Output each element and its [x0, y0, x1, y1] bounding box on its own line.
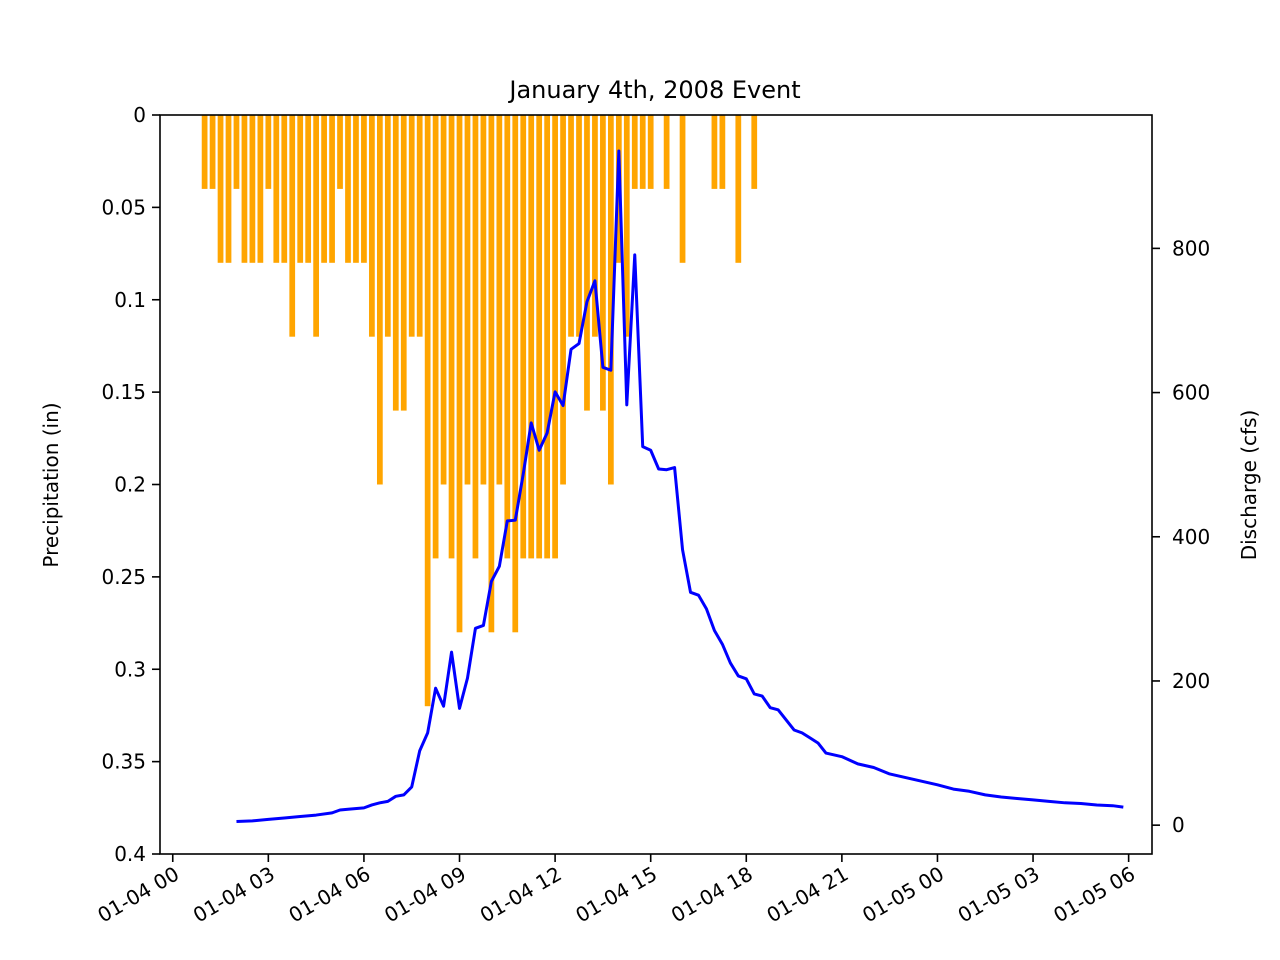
precipitation-bar — [631, 115, 638, 189]
right-axis-title: Discharge (cfs) — [1237, 410, 1261, 561]
precipitation-bars — [201, 115, 758, 707]
left-y-tick-label: 0.3 — [114, 657, 146, 681]
right-y-tick-label: 400 — [1172, 525, 1210, 549]
precipitation-bar — [528, 115, 535, 559]
precipitation-bar — [345, 115, 351, 263]
precipitation-bar — [321, 115, 327, 263]
right-y-axis: 0 200 400 600 800 — [1152, 236, 1210, 837]
precipitation-bar — [496, 115, 503, 485]
precipitation-bar — [265, 115, 272, 189]
left-y-tick-label: 0.4 — [114, 842, 146, 866]
precipitation-bar — [353, 115, 359, 263]
precipitation-bar — [257, 115, 264, 263]
precipitation-bar — [560, 115, 566, 485]
precipitation-bar — [233, 115, 240, 189]
precipitation-bar — [400, 115, 407, 411]
precipitation-bar — [408, 115, 415, 337]
precipitation-bar — [440, 115, 447, 485]
precipitation-bar — [719, 115, 726, 189]
precipitation-bar — [512, 115, 519, 633]
precipitation-bar — [607, 115, 614, 485]
precipitation-bar — [289, 115, 296, 337]
right-y-tick-label: 800 — [1172, 236, 1210, 260]
precipitation-bar — [337, 115, 343, 189]
left-y-axis: 0 0.05 0.1 0.15 0.2 0.25 0.3 0.35 0.4 — [101, 103, 160, 866]
precipitation-bar — [281, 115, 288, 263]
left-y-tick-label: 0 — [133, 103, 146, 127]
precipitation-bar — [592, 115, 598, 337]
precipitation-bar — [536, 115, 543, 559]
discharge-line-layer — [236, 149, 1124, 824]
precipitation-bar — [424, 115, 431, 707]
precipitation-bar — [464, 115, 471, 485]
precipitation-bar — [217, 115, 224, 263]
precipitation-bar — [241, 115, 248, 263]
precipitation-bar — [225, 115, 232, 263]
precipitation-bar — [544, 115, 551, 559]
right-y-tick-label: 200 — [1172, 669, 1210, 693]
precipitation-bar — [751, 115, 758, 189]
precipitation-bar — [576, 115, 582, 337]
precipitation-bar — [329, 115, 335, 263]
precipitation-bar — [369, 115, 375, 337]
left-y-tick-label: 0.25 — [101, 565, 146, 589]
precipitation-bar — [209, 115, 216, 189]
right-y-tick-label: 600 — [1172, 381, 1210, 405]
precipitation-bar — [392, 115, 399, 411]
precipitation-bar — [488, 115, 495, 633]
precipitation-bar — [432, 115, 439, 559]
precipitation-bar — [679, 115, 686, 263]
precipitation-bar — [647, 115, 654, 189]
precipitation-bar — [623, 115, 630, 337]
precipitation-bar — [416, 115, 423, 337]
precipitation-bar — [201, 115, 208, 189]
precipitation-bar — [735, 115, 742, 263]
precipitation-bar — [472, 115, 479, 559]
left-y-tick-label: 0.35 — [101, 750, 146, 774]
precipitation-bar — [249, 115, 256, 263]
precipitation-bar — [376, 115, 383, 485]
precipitation-bar — [600, 115, 606, 411]
precipitation-bar — [584, 115, 590, 411]
left-y-tick-label: 0.1 — [114, 288, 146, 312]
precipitation-bar — [639, 115, 646, 189]
precipitation-bar — [663, 115, 670, 189]
precipitation-bar — [384, 115, 391, 337]
left-axis-title: Precipitation (in) — [39, 402, 63, 567]
precipitation-bar — [297, 115, 304, 263]
precipitation-bar — [504, 115, 511, 559]
precipitation-bar — [361, 115, 367, 263]
right-y-tick-label: 0 — [1172, 813, 1185, 837]
chart-title: January 4th, 2008 Event — [507, 76, 800, 104]
precipitation-bar — [520, 115, 527, 559]
precipitation-bar — [448, 115, 455, 559]
precipitation-bar — [711, 115, 718, 189]
left-y-tick-label: 0.05 — [101, 195, 146, 219]
precipitation-bar — [480, 115, 487, 485]
precipitation-bar — [305, 115, 312, 263]
discharge-line — [236, 149, 1124, 824]
precipitation-bar — [313, 115, 319, 337]
left-y-tick-label: 0.2 — [114, 473, 146, 497]
precipitation-bar — [568, 115, 574, 337]
precipitation-bar — [456, 115, 463, 633]
precipitation-bar — [273, 115, 280, 263]
left-y-tick-label: 0.15 — [101, 380, 146, 404]
precipitation-bar — [552, 115, 558, 559]
